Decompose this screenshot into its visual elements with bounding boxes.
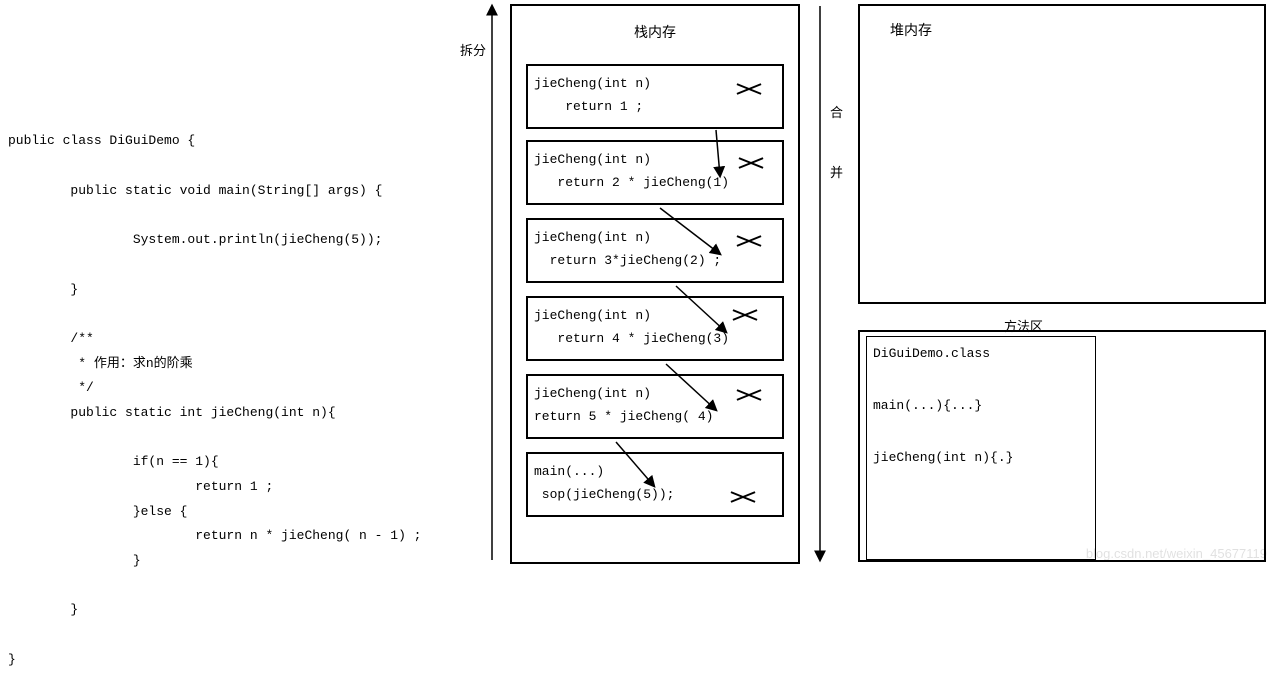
frame-return: return 2 * jieCheng(1) [534,171,776,194]
stack-frame: jieCheng(int n) return 2 * jieCheng(1) [526,140,784,205]
method-area-line: main(...){...} [873,393,1089,419]
split-label: 拆分 [460,40,486,59]
merge-label-2: 并 [830,162,843,181]
code-line: return 1 ; [8,475,448,500]
stack-frame: main(...) sop(jieCheng(5)); [526,452,784,517]
code-line: }else { [8,500,448,525]
frame-return: return 1 ; [534,95,776,118]
frame-signature: main(...) [534,460,776,483]
code-line: } [8,648,448,673]
code-line: public static void main(String[] args) { [8,179,448,204]
method-area-line: DiGuiDemo.class [873,341,1089,367]
code-line: /** [8,327,448,352]
method-area-line [873,419,1089,445]
stack-frame: jieCheng(int n) return 3*jieCheng(2) ; [526,218,784,283]
heap-title: 堆内存 [890,20,932,40]
code-line [8,302,448,327]
method-area-box: DiGuiDemo.class main(...){...} jieCheng(… [858,330,1266,562]
code-line: public static int jieCheng(int n){ [8,401,448,426]
x-mark-icon [736,384,762,404]
code-line [8,426,448,451]
frame-return: return 4 * jieCheng(3) [534,327,776,350]
code-line: } [8,549,448,574]
x-mark-icon [732,304,758,324]
source-code: public class DiGuiDemo { public static v… [8,80,448,697]
frame-return: return 3*jieCheng(2) ; [534,249,776,272]
code-line: } [8,598,448,623]
x-mark-icon [730,486,756,506]
method-area-content: DiGuiDemo.class main(...){...} jieCheng(… [866,336,1096,560]
stack-frame: jieCheng(int n) return 1 ; [526,64,784,129]
heap-memory-box: 堆内存 [858,4,1266,304]
code-line: */ [8,376,448,401]
method-area-line [873,367,1089,393]
stack-title: 栈内存 [512,6,798,42]
merge-label-1: 合 [830,102,843,121]
code-line: if(n == 1){ [8,450,448,475]
x-mark-icon [736,78,762,98]
stack-frame: jieCheng(int n)return 5 * jieCheng( 4) [526,374,784,439]
code-line [8,154,448,179]
code-line: public class DiGuiDemo { [8,129,448,154]
code-line [8,574,448,599]
code-line: * 作用：求n的阶乘 [8,352,448,377]
code-line: return n * jieCheng( n - 1) ; [8,524,448,549]
code-line: System.out.println(jieCheng(5)); [8,228,448,253]
x-mark-icon [736,230,762,250]
frame-return: return 5 * jieCheng( 4) [534,405,776,428]
code-line: } [8,278,448,303]
method-area-line: jieCheng(int n){.} [873,445,1089,471]
code-line [8,253,448,278]
code-line [8,203,448,228]
watermark: blog.csdn.net/weixin_45677119 [1086,546,1267,561]
stack-frame: jieCheng(int n) return 4 * jieCheng(3) [526,296,784,361]
x-mark-icon [738,152,764,172]
code-line [8,623,448,648]
stack-memory-box: 栈内存 jieCheng(int n) return 1 ; jieCheng(i… [510,4,800,564]
